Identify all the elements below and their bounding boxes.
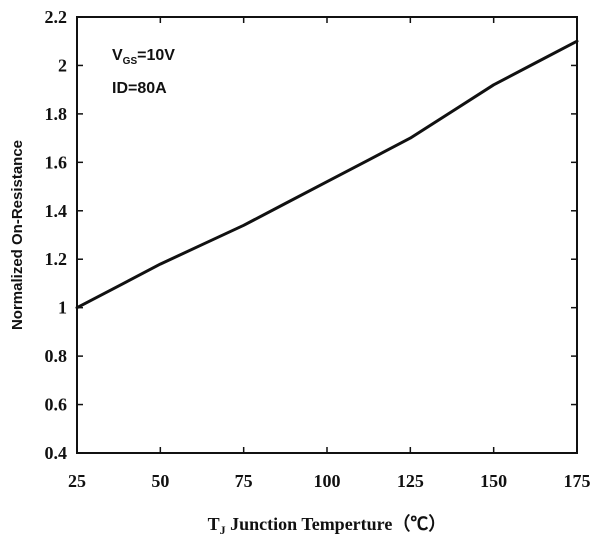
annotation-background xyxy=(90,30,200,100)
y-tick-label: 1.6 xyxy=(45,152,68,172)
x-tick-label: 25 xyxy=(68,471,86,491)
x-tick-label: 150 xyxy=(480,471,507,491)
y-axis-title: Normalized On-Resistance xyxy=(9,140,26,330)
y-tick-label: 1.8 xyxy=(45,104,68,124)
y-tick-label: 1.4 xyxy=(45,201,68,221)
annotation-main: ID=80A xyxy=(112,80,167,97)
y-tick-label: 2.2 xyxy=(45,7,68,27)
x-tick-label: 75 xyxy=(235,471,253,491)
y-tick-label: 0.8 xyxy=(45,346,68,366)
x-tick-label: 100 xyxy=(314,471,341,491)
annotation-subscript: GS xyxy=(123,56,138,67)
y-tick-label: 0.4 xyxy=(45,443,68,463)
annotation-rest: =10V xyxy=(137,47,175,64)
y-tick-label: 1.2 xyxy=(45,249,68,269)
y-tick-label: 0.6 xyxy=(45,395,68,415)
x-axis-title: TJ Junction Temperture（℃） xyxy=(208,514,447,537)
annotation-1: ID=80A xyxy=(112,80,167,97)
x-tick-label: 175 xyxy=(564,471,591,491)
x-tick-label: 125 xyxy=(397,471,424,491)
x-axis-title-subscript: J xyxy=(220,523,226,537)
x-axis-title-prefix: T xyxy=(208,514,220,534)
x-axis-title-rest: Junction Temperture（℃） xyxy=(226,514,447,534)
y-tick-label: 2 xyxy=(58,55,67,75)
y-tick-label: 1 xyxy=(58,298,67,318)
annotation-main: V xyxy=(112,47,123,64)
series-line-0 xyxy=(75,39,579,310)
x-tick-label: 50 xyxy=(151,471,169,491)
annotation-0: VGS=10V xyxy=(112,47,175,67)
